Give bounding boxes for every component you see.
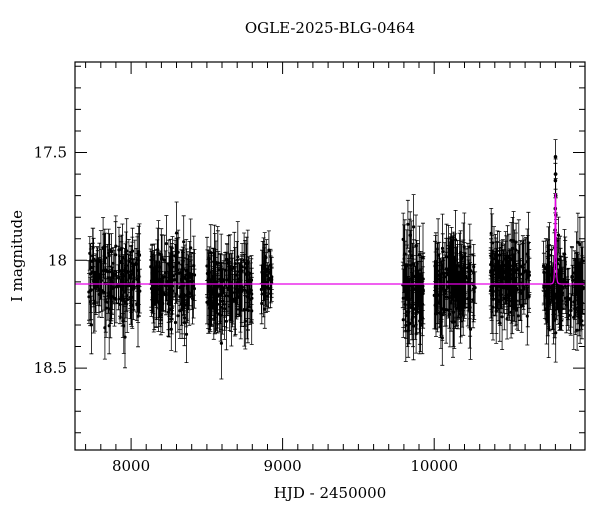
data-points: [86, 139, 585, 380]
y-axis-label: I magnitude: [8, 210, 26, 302]
y-tick-label: 18: [48, 251, 67, 269]
axis-ticks: [75, 62, 585, 450]
chart-dynamic-content: 8000 9000 10000 17.5 18 18.5: [34, 61, 586, 475]
tick-labels: 8000 9000 10000 17.5 18 18.5: [34, 144, 458, 475]
chart-title: OGLE-2025-BLG-0464: [245, 19, 415, 37]
baseline-and-event-model-line: [75, 193, 585, 285]
x-tick-label: 9000: [264, 457, 302, 475]
y-tick-label: 17.5: [34, 144, 67, 162]
x-tick-label: 10000: [410, 457, 458, 475]
y-tick-label: 18.5: [34, 359, 67, 377]
plot-frame: [74, 61, 586, 451]
x-axis-label: HJD - 2450000: [274, 484, 387, 502]
x-tick-label: 8000: [112, 457, 150, 475]
model-curve: [75, 193, 585, 285]
